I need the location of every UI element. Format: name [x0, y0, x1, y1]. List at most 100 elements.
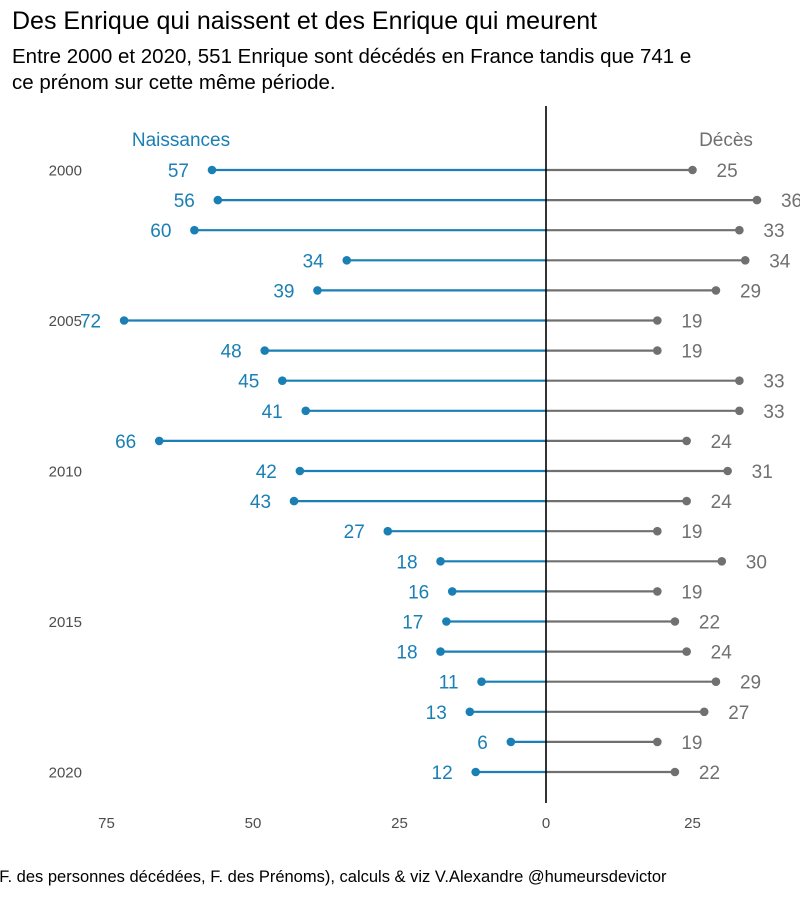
dots-layer: [119, 165, 762, 777]
y-tick-label: 2000: [49, 163, 82, 180]
x-tick-label: 25: [684, 815, 701, 832]
label-deces: 22: [699, 613, 720, 634]
dot-deces: [682, 496, 691, 506]
x-tick-label: 50: [245, 815, 262, 832]
dot-deces: [682, 436, 691, 446]
label-naissances: 11: [439, 673, 459, 694]
label-deces: 29: [740, 673, 761, 694]
dot-deces: [653, 526, 662, 536]
label-naissances: 42: [256, 462, 277, 483]
dot-naissances: [154, 436, 164, 446]
label-deces: 25: [717, 161, 738, 182]
dot-deces: [735, 225, 744, 235]
label-deces: 33: [763, 372, 784, 393]
x-tick-label: 25: [391, 815, 408, 832]
legend-deces: Décès: [699, 130, 753, 151]
label-deces: 22: [699, 763, 720, 784]
label-deces: 27: [728, 703, 749, 724]
chart-caption: e (F. des personnes décédées, F. des Pré…: [0, 868, 667, 886]
label-naissances: 6: [477, 733, 488, 754]
label-deces: 36: [781, 191, 800, 212]
dot-deces: [699, 707, 709, 717]
dot-naissances: [278, 376, 287, 386]
label-naissances: 60: [150, 221, 171, 242]
dot-naissances: [207, 165, 217, 175]
label-deces: 34: [769, 251, 791, 272]
dot-naissances: [465, 707, 475, 717]
label-deces: 24: [711, 492, 733, 513]
dot-deces: [752, 195, 762, 205]
dot-deces: [735, 406, 744, 416]
legend-naissances: Naissances: [132, 130, 230, 151]
label-deces: 33: [763, 402, 784, 423]
label-deces: 31: [752, 462, 773, 483]
dot-naissances: [506, 737, 516, 747]
dot-deces: [735, 376, 744, 386]
chart-subtitle: Entre 2000 et 2020, 551 Enrique sont déc…: [12, 45, 692, 94]
value-labels-layer: 57 25 56 36 60 33 34 34 39 29 72 19 48 19 45 33 41 33 66 24…: [80, 161, 800, 784]
dot-deces: [653, 346, 662, 355]
dot-naissances: [301, 406, 311, 416]
label-deces: 29: [740, 281, 761, 302]
label-naissances: 13: [426, 703, 447, 724]
dot-deces: [688, 165, 697, 175]
dot-naissances: [260, 346, 270, 355]
chart-title: Des Enrique qui naissent et des Enrique …: [12, 7, 598, 35]
label-deces: 19: [681, 312, 702, 333]
y-tick-label: 2015: [49, 614, 82, 631]
label-naissances: 18: [396, 552, 417, 573]
label-naissances: 17: [402, 613, 423, 634]
label-deces: 33: [763, 221, 784, 242]
dot-naissances: [471, 767, 480, 777]
dot-naissances: [190, 225, 199, 235]
y-tick-label: 2010: [49, 464, 82, 481]
dot-deces: [717, 557, 727, 566]
dot-naissances: [383, 526, 393, 536]
dot-deces: [653, 737, 662, 747]
x-tick-label: 0: [542, 815, 550, 832]
dot-deces: [670, 617, 680, 626]
dot-naissances: [313, 286, 322, 295]
label-deces: 19: [681, 342, 702, 363]
dot-deces: [682, 647, 691, 656]
dot-deces: [711, 677, 721, 686]
label-naissances: 48: [221, 342, 242, 363]
dot-deces: [653, 316, 662, 325]
x-tick-label: 75: [98, 815, 115, 832]
label-deces: 19: [681, 522, 702, 543]
dot-naissances: [342, 255, 352, 265]
label-naissances: 16: [408, 582, 429, 603]
label-naissances: 12: [432, 763, 453, 784]
label-naissances: 57: [168, 161, 189, 182]
label-naissances: 39: [273, 281, 294, 302]
axis-ticks-layer: 2000 2005 2010 2015 2020 75 50 25 0 25: [49, 163, 701, 833]
y-tick-label: 2005: [49, 313, 82, 330]
dot-naissances: [447, 587, 457, 596]
dot-naissances: [119, 316, 129, 325]
dot-deces: [670, 767, 680, 777]
dot-deces: [653, 587, 662, 596]
label-deces: 24: [711, 643, 733, 664]
dot-naissances: [289, 496, 299, 506]
label-naissances: 72: [80, 312, 101, 333]
label-naissances: 18: [396, 643, 417, 664]
dot-deces: [723, 466, 732, 476]
label-naissances: 43: [250, 492, 271, 513]
stems-layer: [124, 168, 757, 774]
y-tick-label: 2020: [49, 765, 82, 782]
label-naissances: 66: [115, 432, 136, 453]
dot-naissances: [436, 647, 445, 656]
dot-naissances: [295, 466, 305, 476]
dot-naissances: [213, 195, 223, 205]
label-naissances: 45: [238, 372, 259, 393]
dot-naissances: [436, 557, 445, 566]
label-naissances: 56: [174, 191, 195, 212]
label-naissances: 27: [344, 522, 365, 543]
dot-deces: [740, 255, 750, 265]
label-deces: 19: [681, 733, 702, 754]
dot-deces: [711, 286, 721, 295]
label-naissances: 34: [303, 251, 325, 272]
label-deces: 19: [681, 582, 702, 603]
label-naissances: 41: [262, 402, 283, 423]
